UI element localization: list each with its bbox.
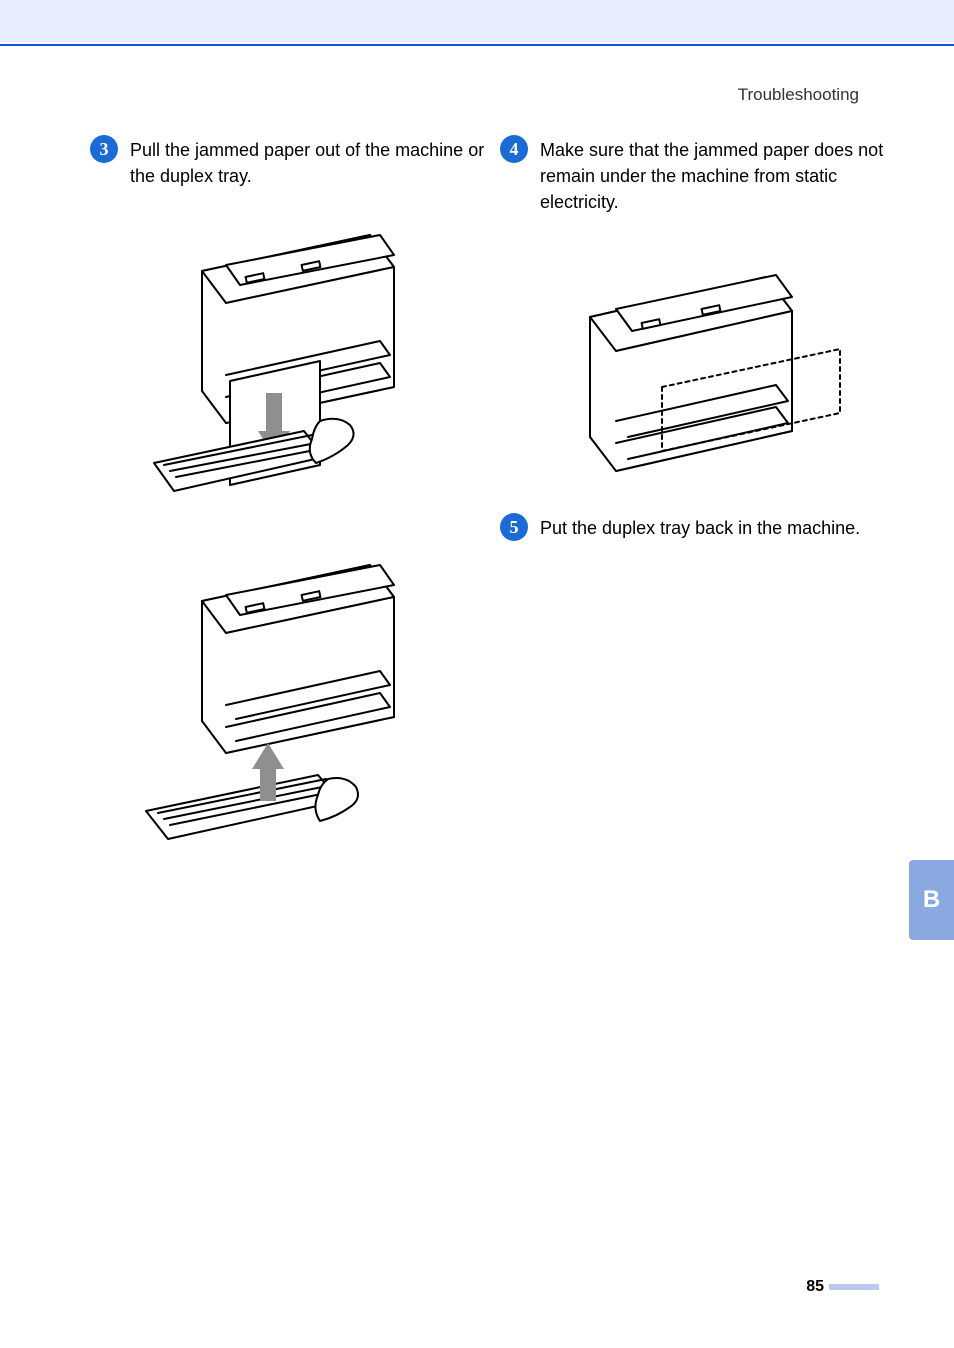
page-number: 85 (806, 1278, 824, 1296)
page-number-bar (829, 1284, 879, 1290)
step-4: 4 Make sure that the jammed paper does n… (500, 135, 895, 215)
chapter-tab: B (909, 860, 954, 940)
step-5: 5 Put the duplex tray back in the machin… (500, 513, 895, 541)
step-badge-4: 4 (500, 135, 528, 163)
page-section-title: Troubleshooting (738, 85, 859, 105)
chapter-tab-label: B (923, 886, 940, 914)
figure-step3 (134, 213, 485, 863)
column-right: 4 Make sure that the jammed paper does n… (500, 135, 895, 559)
column-left: 3 Pull the jammed paper out of the machi… (90, 135, 485, 863)
top-rule (0, 44, 954, 46)
illustration-step4 (544, 245, 864, 485)
step-badge-3: 3 (90, 135, 118, 163)
top-band (0, 0, 954, 42)
illustration-step3 (134, 213, 434, 863)
content-area: 3 Pull the jammed paper out of the machi… (90, 135, 874, 1268)
step-3: 3 Pull the jammed paper out of the machi… (90, 135, 485, 189)
figure-step4 (544, 245, 895, 485)
step-text-3: Pull the jammed paper out of the machine… (130, 135, 485, 189)
step-text-4: Make sure that the jammed paper does not… (540, 135, 895, 215)
step-text-5: Put the duplex tray back in the machine. (540, 513, 860, 541)
step-badge-5: 5 (500, 513, 528, 541)
